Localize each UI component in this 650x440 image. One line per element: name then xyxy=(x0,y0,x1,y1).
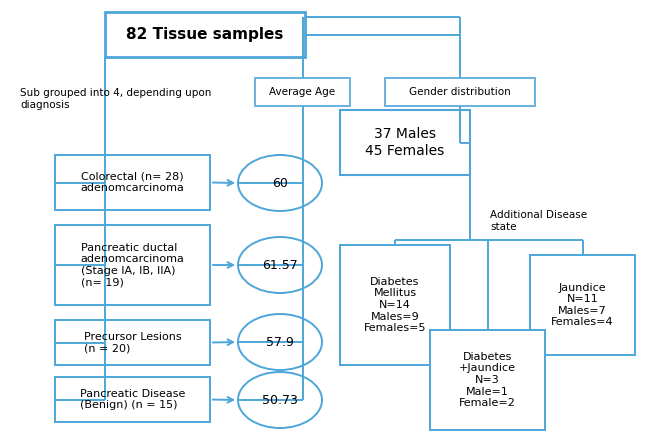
FancyBboxPatch shape xyxy=(55,377,210,422)
Text: Diabetes
Mellitus
N=14
Males=9
Females=5: Diabetes Mellitus N=14 Males=9 Females=5 xyxy=(364,277,426,333)
FancyBboxPatch shape xyxy=(55,225,210,305)
FancyBboxPatch shape xyxy=(255,78,350,106)
FancyBboxPatch shape xyxy=(55,320,210,365)
Text: Gender distribution: Gender distribution xyxy=(409,87,511,97)
Text: Additional Disease
state: Additional Disease state xyxy=(490,210,587,231)
Text: 82 Tissue samples: 82 Tissue samples xyxy=(126,27,283,42)
Text: 37 Males
45 Females: 37 Males 45 Females xyxy=(365,128,445,158)
FancyBboxPatch shape xyxy=(385,78,535,106)
Text: 60: 60 xyxy=(272,176,288,190)
FancyBboxPatch shape xyxy=(340,245,450,365)
Text: 61.57: 61.57 xyxy=(262,259,298,271)
Ellipse shape xyxy=(238,372,322,428)
Text: 57.9: 57.9 xyxy=(266,335,294,348)
Ellipse shape xyxy=(238,155,322,211)
FancyBboxPatch shape xyxy=(530,255,635,355)
FancyBboxPatch shape xyxy=(105,12,305,57)
Text: Pancreatic Disease
(Benign) (n = 15): Pancreatic Disease (Benign) (n = 15) xyxy=(80,389,185,410)
Text: Precursor Lesions
(n = 20): Precursor Lesions (n = 20) xyxy=(84,332,181,353)
Text: Jaundice
N=11
Males=7
Females=4: Jaundice N=11 Males=7 Females=4 xyxy=(551,282,614,327)
Text: Pancreatic ductal
adenomcarcinoma
(Stage IA, IB, IIA)
(n= 19): Pancreatic ductal adenomcarcinoma (Stage… xyxy=(81,242,185,287)
FancyBboxPatch shape xyxy=(340,110,470,175)
Text: 50.73: 50.73 xyxy=(262,393,298,407)
Ellipse shape xyxy=(238,314,322,370)
Text: Sub grouped into 4, depending upon
diagnosis: Sub grouped into 4, depending upon diagn… xyxy=(20,88,211,110)
Text: Colorectal (n= 28)
adenomcarcinoma: Colorectal (n= 28) adenomcarcinoma xyxy=(81,172,185,193)
Text: Average Age: Average Age xyxy=(270,87,335,97)
FancyBboxPatch shape xyxy=(55,155,210,210)
Text: Diabetes
+Jaundice
N=3
Male=1
Female=2: Diabetes +Jaundice N=3 Male=1 Female=2 xyxy=(459,352,516,408)
FancyBboxPatch shape xyxy=(430,330,545,430)
Ellipse shape xyxy=(238,237,322,293)
